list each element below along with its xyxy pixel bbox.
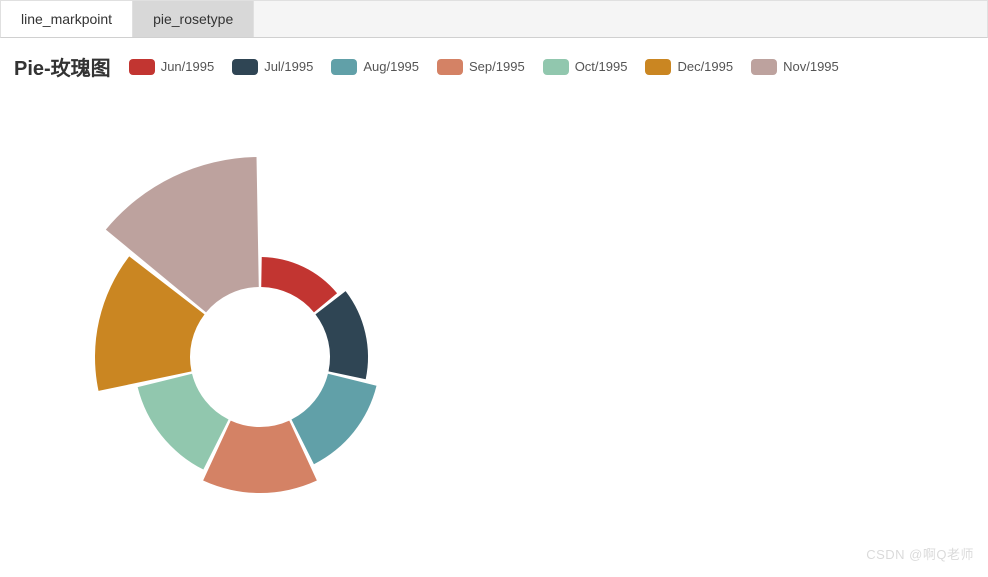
legend-label: Sep/1995 xyxy=(469,59,525,74)
legend-swatch xyxy=(543,59,569,75)
pie-slice[interactable] xyxy=(291,374,376,464)
legend-swatch xyxy=(129,59,155,75)
legend-label: Nov/1995 xyxy=(783,59,839,74)
legend-label: Jun/1995 xyxy=(161,59,215,74)
legend-label: Aug/1995 xyxy=(363,59,419,74)
legend-item[interactable]: Jun/1995 xyxy=(129,59,215,75)
legend-item[interactable]: Sep/1995 xyxy=(437,59,525,75)
tab-line-markpoint[interactable]: line_markpoint xyxy=(1,1,133,37)
chart-area xyxy=(0,87,988,577)
legend-label: Dec/1995 xyxy=(677,59,733,74)
legend-item[interactable]: Aug/1995 xyxy=(331,59,419,75)
legend-swatch xyxy=(751,59,777,75)
legend-item[interactable]: Oct/1995 xyxy=(543,59,628,75)
legend-item[interactable]: Dec/1995 xyxy=(645,59,733,75)
chart-title: Pie-玫瑰图 xyxy=(14,52,111,81)
chart-header: Pie-玫瑰图 Jun/1995 Jul/1995 Aug/1995 Sep/1995… xyxy=(0,38,988,87)
legend-swatch xyxy=(331,59,357,75)
legend-item[interactable]: Nov/1995 xyxy=(751,59,839,75)
legend-swatch xyxy=(232,59,258,75)
tab-bar: line_markpoint pie_rosetype xyxy=(0,0,988,38)
legend-swatch xyxy=(645,59,671,75)
legend-item[interactable]: Jul/1995 xyxy=(232,59,313,75)
tab-pie-rosetype[interactable]: pie_rosetype xyxy=(133,1,254,37)
legend: Jun/1995 Jul/1995 Aug/1995 Sep/1995 Oct/1995… xyxy=(129,59,839,75)
watermark: CSDN @啊Q老师 xyxy=(866,544,974,563)
pie-slice[interactable] xyxy=(261,257,337,312)
legend-label: Jul/1995 xyxy=(264,59,313,74)
legend-label: Oct/1995 xyxy=(575,59,628,74)
rose-pie-svg xyxy=(0,87,988,577)
legend-swatch xyxy=(437,59,463,75)
